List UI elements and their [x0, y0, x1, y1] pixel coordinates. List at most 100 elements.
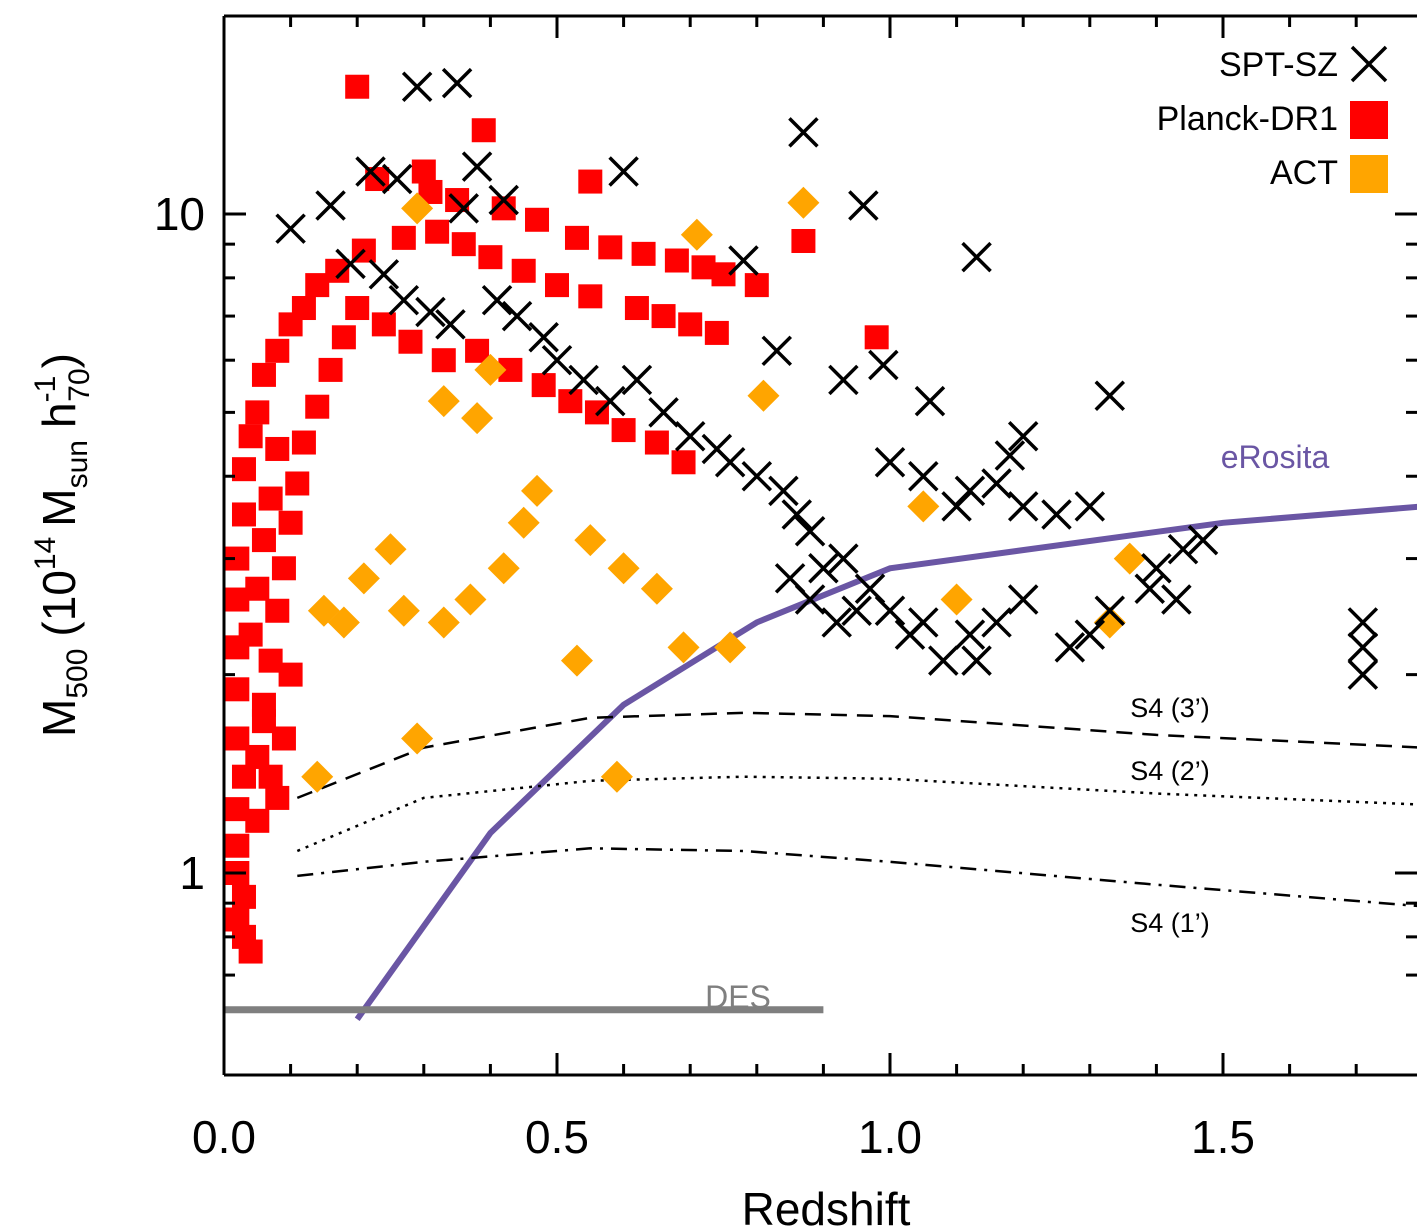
- data-point-spt-sz: [954, 619, 986, 650]
- data-point-spt-sz: [1007, 584, 1039, 615]
- data-point-planck-dr1: [471, 118, 496, 143]
- data-point-spt-sz: [781, 499, 812, 530]
- y-title-exp: 14: [29, 537, 62, 570]
- data-point-planck-dr1: [791, 228, 816, 253]
- y-tick-label: 10: [154, 188, 205, 240]
- data-point-planck-dr1: [578, 169, 603, 194]
- y-axis-title: M500(1014Msunh-170): [29, 353, 96, 737]
- data-point-spt-sz: [1074, 491, 1106, 522]
- data-point-spt-sz: [501, 300, 533, 332]
- data-point-planck-dr1: [631, 241, 656, 266]
- data-point-planck-dr1: [285, 471, 310, 496]
- data-point-act: [461, 402, 494, 435]
- data-point-spt-sz: [828, 543, 859, 574]
- data-point-spt-sz: [1167, 533, 1199, 565]
- data-point-planck-dr1: [425, 219, 450, 244]
- data-point-planck-dr1: [278, 662, 303, 687]
- data-point-spt-sz: [761, 335, 793, 367]
- data-point-act: [474, 353, 507, 386]
- data-point-planck-dr1: [245, 744, 270, 769]
- data-point-spt-sz: [1347, 659, 1379, 690]
- data-point-planck-dr1: [278, 312, 303, 337]
- data-point-planck-dr1: [691, 255, 716, 280]
- data-point-spt-sz: [788, 117, 819, 148]
- data-point-spt-sz: [828, 364, 859, 396]
- data-point-spt-sz: [1161, 584, 1192, 615]
- data-point-planck-dr1: [371, 312, 396, 337]
- data-point-planck-dr1: [238, 424, 263, 449]
- ticks-layer: [222, 16, 1417, 1075]
- data-point-spt-sz: [1007, 491, 1039, 522]
- data-point-planck-dr1: [278, 510, 303, 535]
- data-point-spt-sz: [1141, 553, 1172, 584]
- data-point-planck-dr1: [398, 329, 423, 354]
- data-point-planck-dr1: [231, 884, 256, 909]
- data-point-spt-sz: [1134, 573, 1165, 604]
- data-point-spt-sz: [441, 67, 473, 99]
- data-point-planck-dr1: [225, 677, 250, 702]
- curve-label-erosita: eRosita: [1221, 439, 1330, 475]
- data-point-spt-sz: [448, 193, 479, 224]
- legend-marker-act: [1350, 155, 1388, 193]
- data-point-planck-dr1: [245, 400, 270, 425]
- data-point-planck-dr1: [291, 430, 316, 455]
- data-point-spt-sz: [368, 259, 400, 290]
- data-point-spt-sz: [981, 607, 1012, 638]
- data-point-spt-sz: [1187, 524, 1219, 556]
- y-tick-label: 1: [179, 847, 205, 899]
- data-point-planck-dr1: [225, 833, 250, 858]
- data-point-planck-dr1: [545, 273, 569, 298]
- data-point-planck-dr1: [578, 284, 603, 309]
- data-point-act: [521, 474, 554, 507]
- data-point-spt-sz: [928, 645, 959, 676]
- data-point-planck-dr1: [671, 450, 696, 475]
- data-point-planck-dr1: [265, 338, 290, 363]
- data-point-act: [454, 583, 487, 616]
- data-point-planck-dr1: [411, 159, 436, 184]
- data-point-spt-sz: [608, 156, 639, 187]
- data-point-planck-dr1: [305, 273, 330, 298]
- data-point-spt-sz: [794, 516, 826, 547]
- points-layer: [225, 67, 1379, 964]
- data-point-planck-dr1: [478, 245, 503, 270]
- data-point-spt-sz: [1007, 421, 1039, 452]
- data-point-spt-sz: [1094, 595, 1126, 626]
- data-point-act: [680, 218, 713, 251]
- data-point-spt-sz: [541, 344, 573, 376]
- data-point-planck-dr1: [664, 248, 689, 273]
- legend-marker-spt-sz: [1350, 45, 1388, 83]
- x-axis-title: Redshift: [742, 1183, 911, 1232]
- data-point-planck-dr1: [331, 325, 356, 350]
- data-point-spt-sz: [848, 190, 879, 221]
- data-point-act: [787, 186, 820, 219]
- data-point-planck-dr1: [251, 528, 276, 553]
- data-point-planck-dr1: [564, 225, 589, 250]
- data-point-spt-sz: [648, 397, 679, 428]
- data-point-spt-sz: [1074, 619, 1106, 650]
- data-point-spt-sz: [994, 440, 1026, 471]
- data-point-spt-sz: [1054, 632, 1086, 663]
- legend-marker-planck-dr1: [1350, 101, 1388, 139]
- data-point-spt-sz: [415, 296, 446, 328]
- data-point-planck-dr1: [465, 338, 490, 363]
- data-point-spt-sz: [874, 447, 906, 478]
- data-point-act: [387, 594, 420, 627]
- data-point-spt-sz: [355, 156, 386, 187]
- data-point-spt-sz: [335, 248, 366, 280]
- data-point-planck-dr1: [265, 598, 290, 623]
- data-point-planck-dr1: [531, 373, 556, 398]
- data-point-spt-sz: [868, 349, 899, 381]
- data-point-spt-sz: [714, 447, 746, 478]
- data-point-planck-dr1: [231, 457, 256, 482]
- data-point-spt-sz: [741, 461, 773, 492]
- data-point-planck-dr1: [318, 357, 343, 382]
- curve-s4-2: [296, 775, 1417, 853]
- data-point-planck-dr1: [431, 348, 456, 373]
- y-title-main: M: [33, 699, 85, 737]
- data-point-spt-sz: [908, 607, 939, 638]
- data-point-spt-sz: [774, 563, 806, 594]
- data-point-act: [1113, 542, 1146, 575]
- data-point-spt-sz: [961, 645, 992, 676]
- data-point-act: [940, 583, 973, 616]
- data-point-act: [327, 606, 360, 639]
